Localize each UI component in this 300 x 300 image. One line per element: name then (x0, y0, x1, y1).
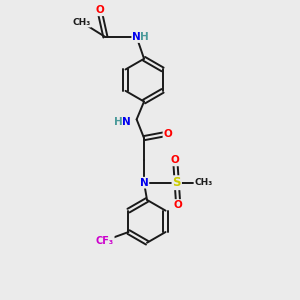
Text: H: H (140, 32, 148, 42)
Text: S: S (172, 176, 181, 189)
Text: CH₃: CH₃ (194, 178, 213, 187)
Text: CF₃: CF₃ (96, 236, 114, 246)
Text: N: N (132, 32, 141, 42)
Text: H: H (113, 117, 122, 127)
Text: N: N (140, 178, 148, 188)
Text: CH₃: CH₃ (73, 18, 91, 27)
Text: O: O (164, 129, 172, 139)
Text: O: O (171, 155, 180, 165)
Text: O: O (95, 5, 104, 15)
Text: O: O (174, 200, 183, 210)
Text: N: N (122, 117, 130, 127)
